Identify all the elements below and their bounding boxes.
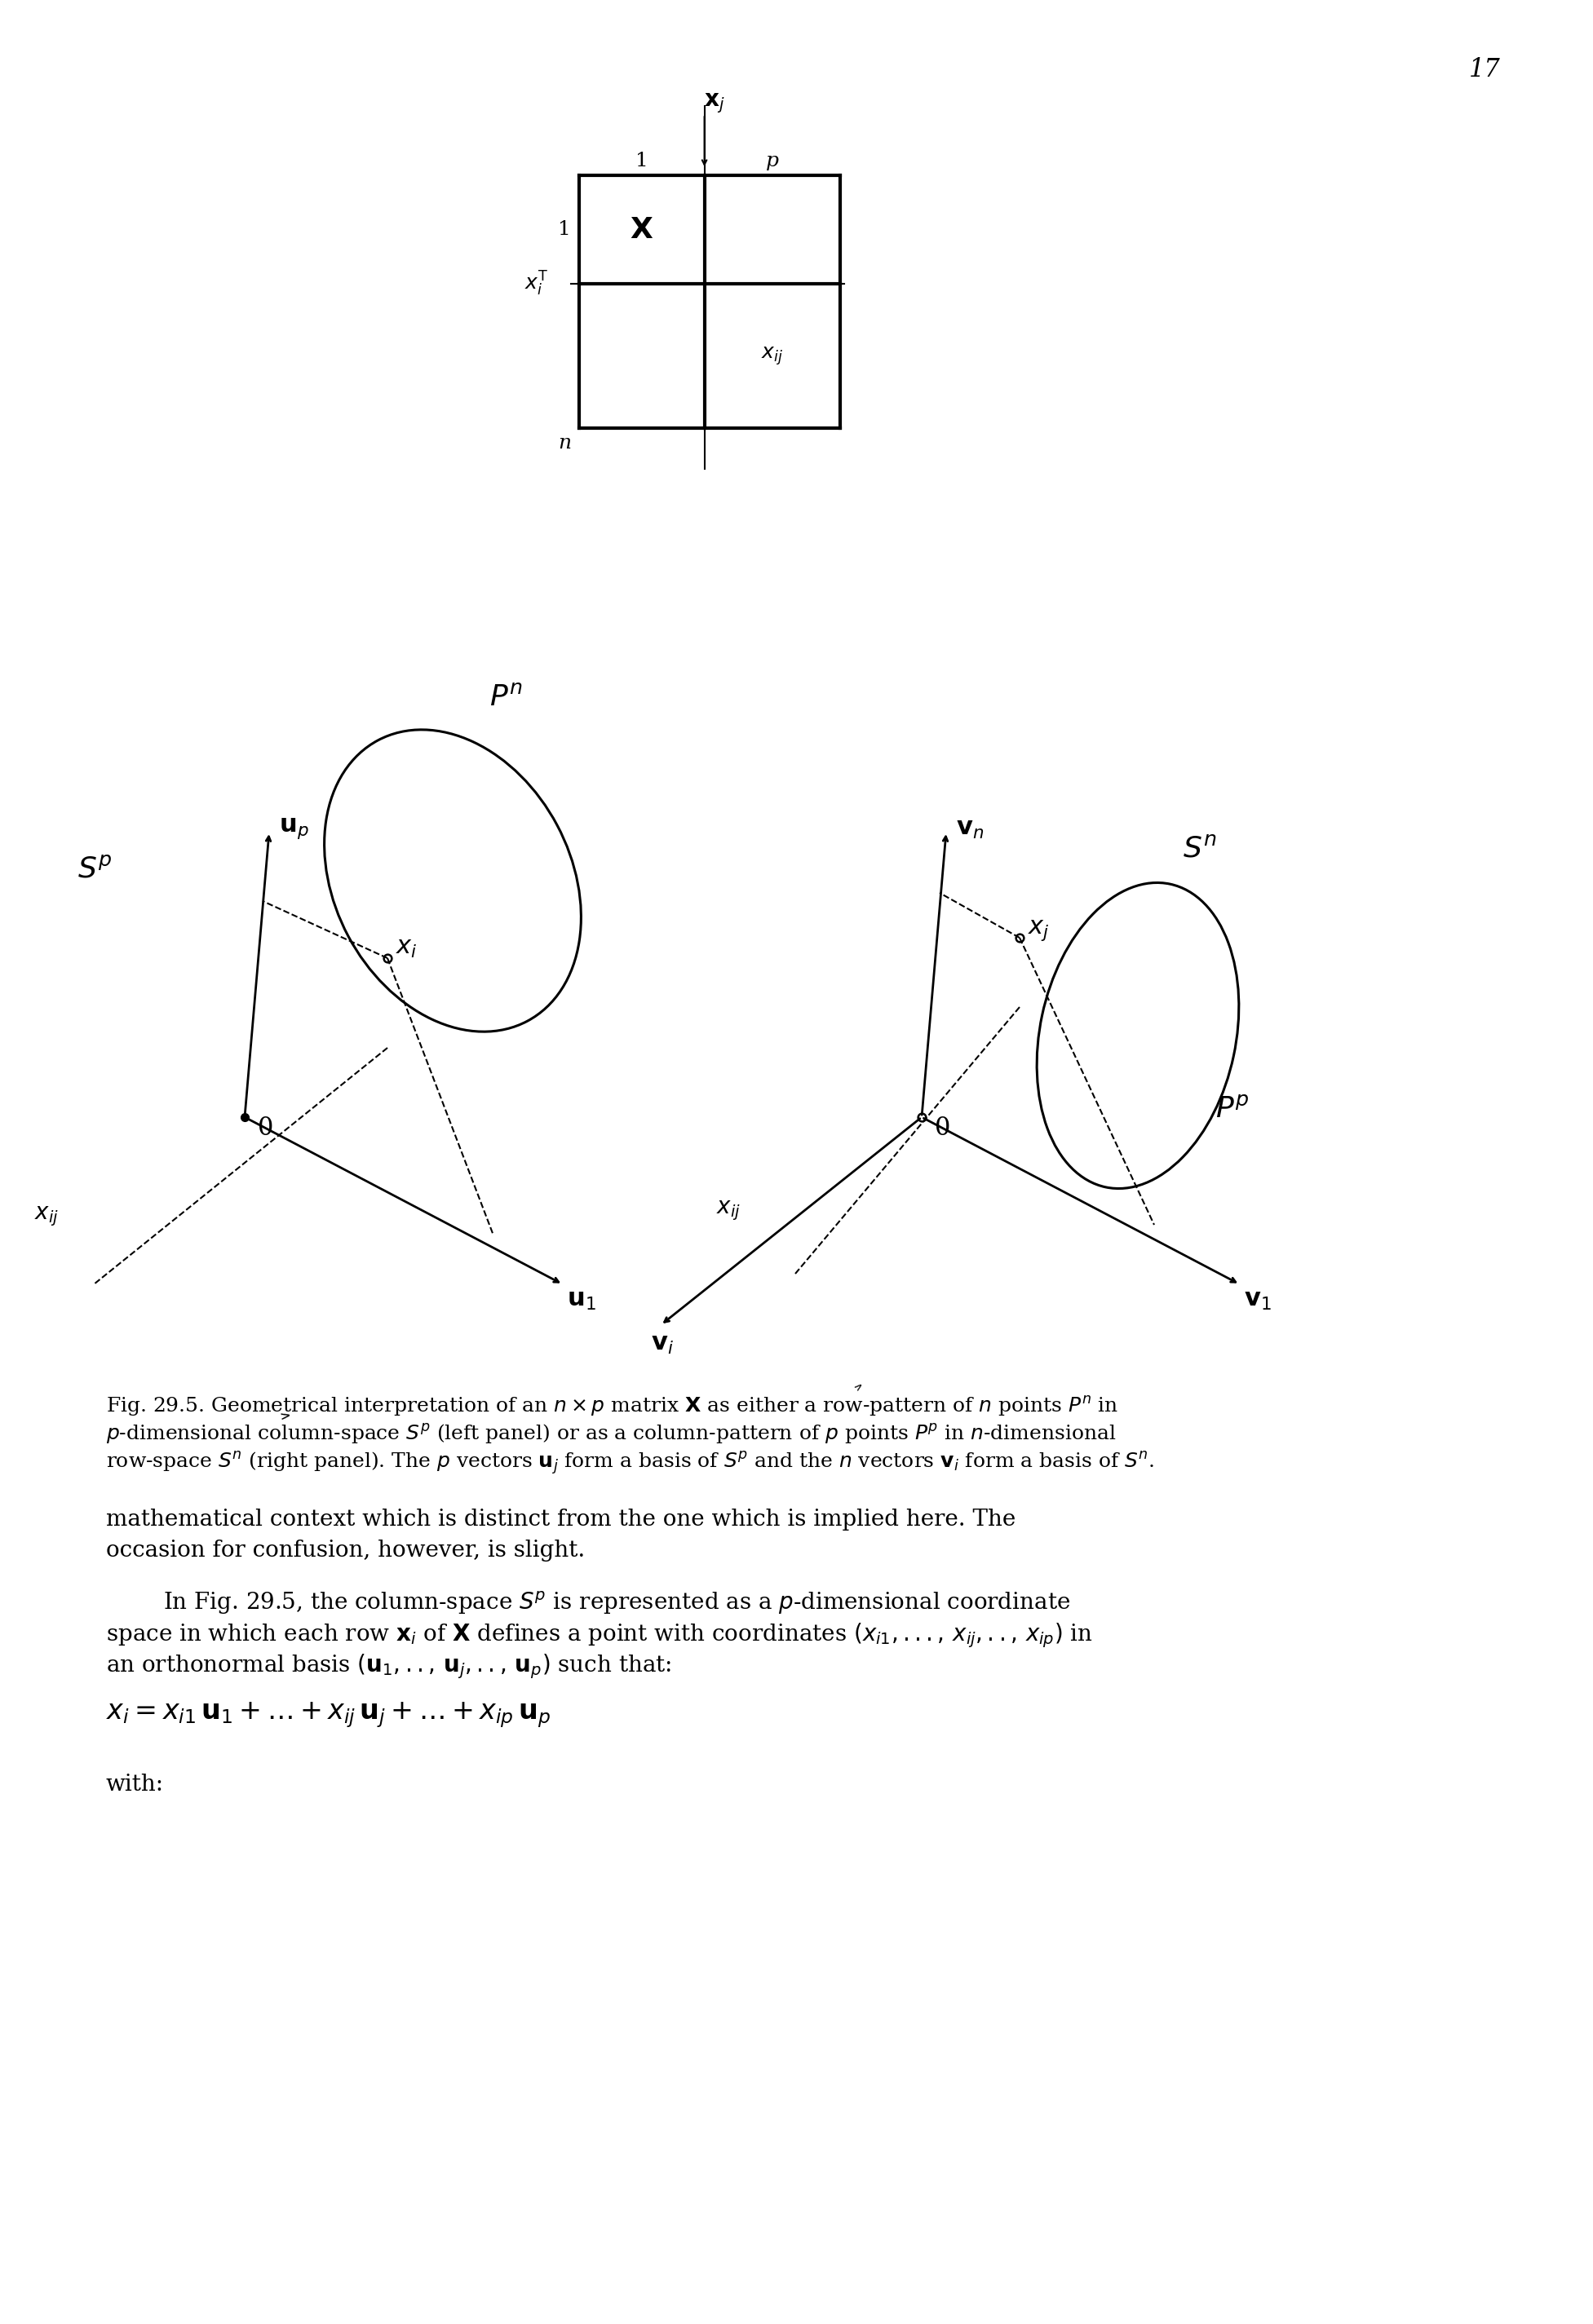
Text: $x_{ij}$: $x_{ij}$ [717,1199,741,1222]
Text: $x_i^{\rm T}$: $x_i^{\rm T}$ [524,270,548,297]
Text: $S^n$: $S^n$ [1182,834,1217,862]
Text: occasion for confusion, however, is slight.: occasion for confusion, however, is slig… [107,1538,585,1562]
Text: Fig. 29.5. Geometrical interpretation of an $n\times p$ matrix $\mathbf{X}$ as e: Fig. 29.5. Geometrical interpretation of… [107,1394,1118,1418]
Text: $\mathbf{v}_n$: $\mathbf{v}_n$ [956,816,984,841]
Text: $\mathbf{u}_p$: $\mathbf{u}_p$ [279,816,309,841]
Text: $\mathbf{u}_1$: $\mathbf{u}_1$ [567,1287,596,1311]
Text: an orthonormal basis $(\mathbf{u}_1,..,\,\mathbf{u}_j,..,\,\mathbf{u}_p)$ such t: an orthonormal basis $(\mathbf{u}_1,..,\… [107,1652,672,1680]
Text: $S^p$: $S^p$ [78,855,112,883]
Text: 17: 17 [1469,56,1501,81]
Text: $\mathbf{x}_j$: $\mathbf{x}_j$ [704,93,725,116]
Text: mathematical context which is distinct from the one which is implied here. The: mathematical context which is distinct f… [107,1508,1016,1532]
Text: $\vee$: $\vee$ [852,1378,867,1392]
Text: 1: 1 [558,221,570,239]
Text: $p$-dimensional column-space $S^p$ (left panel) or as a column-pattern of $p$ po: $p$-dimensional column-space $S^p$ (left… [107,1422,1117,1446]
Text: In Fig. 29.5, the column-space $S^p$ is represented as a $p$-dimensional coordin: In Fig. 29.5, the column-space $S^p$ is … [162,1590,1070,1618]
Text: $x_i = x_{i1}\,\mathbf{u}_1 + \ldots + x_{ij}\,\mathbf{u}_j + \ldots + x_{ip}\,\: $x_i = x_{i1}\,\mathbf{u}_1 + \ldots + x… [107,1701,551,1729]
Text: $P^n$: $P^n$ [489,683,523,711]
Text: $x_i$: $x_i$ [395,934,417,960]
Text: row-space $S^n$ (right panel). The $p$ vectors $\mathbf{u}_j$ form a basis of $S: row-space $S^n$ (right panel). The $p$ v… [107,1450,1155,1476]
Text: $P^p$: $P^p$ [1215,1095,1249,1122]
Text: $x_{ij}$: $x_{ij}$ [35,1204,59,1227]
Text: $\mathbf{v}_1$: $\mathbf{v}_1$ [1244,1287,1271,1311]
Text: $\mathbf{v}_i$: $\mathbf{v}_i$ [652,1329,674,1355]
Text: $x_j$: $x_j$ [1027,918,1050,944]
Text: 0: 0 [935,1116,951,1141]
Text: $\mathbf{X}$: $\mathbf{X}$ [629,216,653,244]
Text: 0: 0 [258,1116,274,1141]
Text: n: n [558,432,570,453]
Text: 1: 1 [636,151,648,170]
Text: $x_{ij}$: $x_{ij}$ [761,346,784,367]
Text: space in which each row $\mathbf{x}_i$ of $\mathbf{X}$ defines a point with coor: space in which each row $\mathbf{x}_i$ o… [107,1622,1093,1650]
Text: p: p [766,151,779,170]
Text: $\vee$: $\vee$ [279,1411,295,1422]
Text: with:: with: [107,1773,164,1796]
